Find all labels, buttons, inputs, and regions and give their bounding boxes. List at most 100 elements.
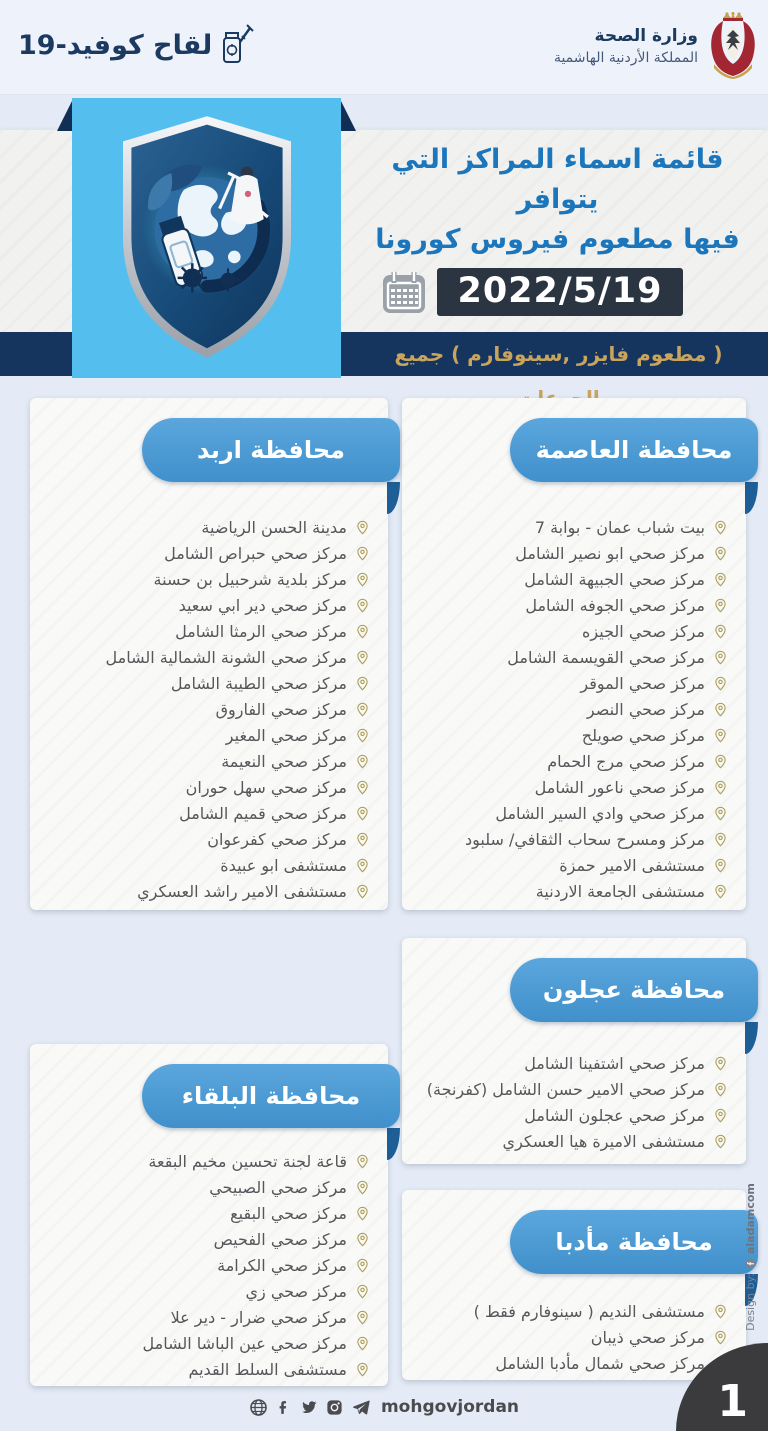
shield-panel: [72, 98, 341, 378]
location-pin-icon: [715, 1108, 726, 1123]
location-pin-icon: [715, 780, 726, 795]
pill-fold: [745, 482, 758, 514]
center-name: مركز صحي كفرعوان: [207, 829, 347, 849]
card-amman: محافظة العاصمة بيت شباب عمان - بوابة 7 م…: [402, 398, 758, 910]
center-item: مركز بلدية شرحبيل بن حسنة: [44, 566, 370, 592]
kingdom-name: المملكة الأردنية الهاشمية: [553, 50, 698, 66]
center-item: مركز صحي زي: [44, 1278, 370, 1304]
centers-list-ajloun: مركز صحي اشتفينا الشامل مركز صحي الامير …: [416, 1050, 728, 1154]
center-name: مستشفى الاميرة هيا العسكري: [502, 1131, 705, 1151]
center-name: مركز صحي عجلون الشامل: [524, 1105, 705, 1125]
page-number: 1: [717, 1376, 748, 1427]
center-name: مركز صحي القويسمة الشامل: [507, 647, 705, 667]
center-name: مركز ومسرح سحاب الثقافي/ سلبود: [465, 829, 705, 849]
instagram-icon: [327, 1399, 342, 1415]
banner-title-line1: قائمة اسماء المراكز التي يتوافر: [391, 144, 724, 215]
pill-fold: [387, 1128, 400, 1160]
location-pin-icon: [357, 650, 368, 665]
center-item: مركز صحي وادي السير الشامل: [416, 800, 728, 826]
governorate-pill-balqa: محافظة البلقاء: [142, 1064, 400, 1128]
twitter-icon: [302, 1400, 317, 1413]
location-pin-icon: [715, 1304, 726, 1319]
center-item: مركز صحي النصر: [416, 696, 728, 722]
telegram-icon: [353, 1400, 370, 1415]
design-credit: Design by: aladamcom: [743, 1175, 757, 1339]
center-name: مركز صحي المغير: [225, 725, 347, 745]
location-pin-icon: [357, 1336, 368, 1351]
pill-fold: [745, 1022, 758, 1054]
location-pin-icon: [357, 676, 368, 691]
location-pin-icon: [715, 650, 726, 665]
facebook-icon: [279, 1400, 287, 1414]
center-name: مركز صحي شمال مأدبا الشامل: [495, 1353, 705, 1373]
center-item: مركز صحي الجبيهة الشامل: [416, 566, 728, 592]
governorate-pill-amman: محافظة العاصمة: [510, 418, 758, 482]
ministry-block: وزارة الصحة المملكة الأردنية الهاشمية: [554, 12, 760, 80]
center-item: مركز صحي الامير حسن الشامل (كفرنجة): [416, 1076, 728, 1102]
vaccine-vial-icon: [223, 24, 254, 63]
center-name: بيت شباب عمان - بوابة 7: [534, 517, 705, 537]
center-name: مركز صحي ناعور الشامل: [534, 777, 705, 797]
facebook-circle-icon: [744, 1258, 756, 1269]
location-pin-icon: [715, 858, 726, 873]
center-item: مركز صحي الموقر: [416, 670, 728, 696]
credit-text: Design by:: [743, 1273, 757, 1331]
center-name: مركز صحي ابو نصير الشامل: [515, 543, 705, 563]
governorate-title: محافظة عجلون: [542, 976, 726, 1004]
card-ajloun: محافظة عجلون مركز صحي اشتفينا الشامل مرك…: [402, 938, 758, 1164]
location-pin-icon: [357, 546, 368, 561]
center-name: مركز صحي ضرار - دير علا: [170, 1307, 347, 1327]
center-item: مركز صحي الرمثا الشامل: [44, 618, 370, 644]
center-name: مركز صحي زي: [245, 1281, 347, 1301]
center-name: مركز صحي الطيبة الشامل: [170, 673, 347, 693]
center-item: مركز صحي الطيبة الشامل: [44, 670, 370, 696]
location-pin-icon: [715, 884, 726, 899]
center-name: مركز صحي الفاروق: [215, 699, 347, 719]
location-pin-icon: [357, 702, 368, 717]
center-name: مستشفى الامير راشد العسكري: [137, 881, 347, 901]
location-pin-icon: [357, 1232, 368, 1247]
center-item: بيت شباب عمان - بوابة 7: [416, 514, 728, 540]
center-item: مركز صحي النعيمة: [44, 748, 370, 774]
center-name: مركز صحي دير ابي سعيد: [178, 595, 347, 615]
center-item: مركز صحي ضرار - دير علا: [44, 1304, 370, 1330]
location-pin-icon: [715, 832, 726, 847]
center-item: مستشفى الامير راشد العسكري: [44, 878, 370, 904]
center-item: مركز صحي الشونة الشمالية الشامل: [44, 644, 370, 670]
location-pin-icon: [715, 1134, 726, 1149]
center-name: مركز صحي النعيمة: [221, 751, 347, 771]
footer-social-row: mohgovjordan: [0, 1392, 768, 1422]
location-pin-icon: [715, 1082, 726, 1097]
centers-list-irbid: مدينة الحسن الرياضية مركز صحي حبراص الشا…: [44, 514, 370, 904]
location-pin-icon: [357, 754, 368, 769]
center-item: مستشفى ابو عبيدة: [44, 852, 370, 878]
center-item: مركز صحي البقيع: [44, 1200, 370, 1226]
banner-date: 2022/5/19: [437, 268, 683, 316]
center-item: مركز صحي عجلون الشامل: [416, 1102, 728, 1128]
calendar-icon: [383, 272, 426, 313]
center-item: مستشفى النديم ( سينوفارم فقط ): [416, 1298, 728, 1324]
center-item: مركز صحي دير ابي سعيد: [44, 592, 370, 618]
location-pin-icon: [715, 806, 726, 821]
location-pin-icon: [357, 832, 368, 847]
governorate-title: محافظة اربد: [196, 436, 346, 464]
governorate-title: محافظة مأدبا: [555, 1228, 713, 1256]
center-item: مركز صحي ذيبان: [416, 1324, 728, 1350]
location-pin-icon: [715, 1056, 726, 1071]
center-item: مركز صحي الفاروق: [44, 696, 370, 722]
location-pin-icon: [357, 780, 368, 795]
center-name: مركز صحي الشونة الشمالية الشامل: [105, 647, 347, 667]
location-pin-icon: [357, 1154, 368, 1169]
center-name: مستشفى الجامعة الاردنية: [535, 881, 705, 901]
ribbon-fold-right: [340, 99, 356, 131]
location-pin-icon: [357, 806, 368, 821]
date-row: 2022/5/19: [372, 264, 692, 320]
center-name: مركز صحي النصر: [586, 699, 705, 719]
center-item: مستشفى الجامعة الاردنية: [416, 878, 728, 904]
location-pin-icon: [715, 702, 726, 717]
center-item: مستشفى السلط القديم: [44, 1356, 370, 1382]
center-item: مركز صحي ناعور الشامل: [416, 774, 728, 800]
center-name: مدينة الحسن الرياضية: [201, 517, 347, 537]
center-name: مركز صحي حبراص الشامل: [164, 543, 347, 563]
